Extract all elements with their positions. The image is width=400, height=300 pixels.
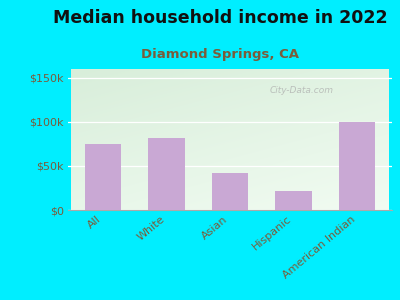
Text: City-Data.com: City-Data.com [269,86,333,95]
Bar [212,173,248,210]
Text: Median household income in 2022: Median household income in 2022 [53,9,387,27]
Bar [148,138,185,210]
Text: Diamond Springs, CA: Diamond Springs, CA [141,48,299,61]
Bar [339,122,376,210]
Bar [275,190,312,210]
Bar [84,144,121,210]
